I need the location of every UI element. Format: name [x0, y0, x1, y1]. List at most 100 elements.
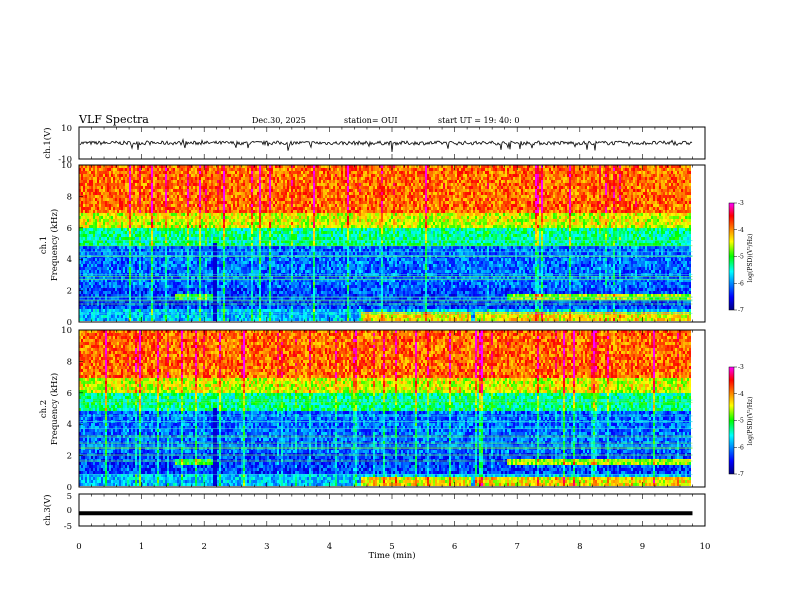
spectrogram-cell: [135, 204, 137, 207]
spectrogram-cell: [157, 276, 159, 279]
spectrogram-cell: [177, 216, 179, 219]
spectrogram-cell: [207, 210, 209, 213]
spectrogram-cell: [173, 180, 175, 183]
spectrogram-cell: [139, 258, 141, 261]
spectrogram-cell: [253, 294, 255, 297]
spectrogram-cell: [83, 318, 85, 321]
spectrogram-cell: [235, 258, 237, 261]
spectrogram-cell: [261, 222, 263, 225]
spectrogram-cell: [147, 231, 149, 234]
spectrogram-cell: [145, 192, 147, 195]
spectrogram-cell: [117, 231, 119, 234]
spectrogram-cell: [219, 279, 221, 282]
spectrogram-cell: [217, 297, 219, 300]
spectrogram-cell: [113, 225, 115, 228]
spectrogram-cell: [173, 183, 175, 186]
spectrogram-cell: [89, 303, 91, 306]
spectrogram-cell: [217, 249, 219, 252]
spectrogram-cell: [177, 192, 179, 195]
spectrogram-cell: [257, 192, 259, 195]
spectrogram-cell: [221, 186, 223, 189]
spectrogram-cell: [215, 261, 217, 264]
spectrogram-cell: [199, 192, 201, 195]
spectrogram-cell: [163, 237, 165, 240]
spectrogram-cell: [127, 276, 129, 279]
spectrogram-cell: [235, 276, 237, 279]
spectrogram-cell: [153, 219, 155, 222]
spectrogram-cell: [179, 204, 181, 207]
spectrogram-cell: [265, 192, 267, 195]
spectrogram-cell: [207, 309, 209, 312]
spectrogram-cell: [155, 216, 157, 219]
spectrogram-cell: [183, 315, 185, 318]
spectrogram-cell: [155, 267, 157, 270]
spectrogram-cell: [175, 207, 177, 210]
spectrogram-cell: [165, 243, 167, 246]
spectrogram-cell: [193, 285, 195, 288]
spectrogram-cell: [89, 222, 91, 225]
spectrogram-cell: [103, 222, 105, 225]
spectrogram-cell: [265, 264, 267, 267]
spectrogram-cell: [217, 264, 219, 267]
spectrogram-cell: [87, 267, 89, 270]
spectrogram-cell: [227, 315, 229, 318]
spectrogram-cell: [149, 297, 151, 300]
spectrogram-cell: [213, 237, 215, 240]
spectrogram-cell: [253, 279, 255, 282]
spectrogram-cell: [105, 240, 107, 243]
spectrogram-cell: [141, 234, 143, 237]
spectrogram-cell: [225, 234, 227, 237]
spectrogram-cell: [147, 282, 149, 285]
spectrogram-cell: [145, 186, 147, 189]
spectrogram-cell: [229, 180, 231, 183]
spectrogram-cell: [103, 213, 105, 216]
spectrogram-cell: [169, 207, 171, 210]
spectrogram-cell: [93, 258, 95, 261]
spectrogram-cell: [177, 267, 179, 270]
spectrogram-cell: [151, 252, 153, 255]
spectrogram-cell: [89, 270, 91, 273]
spectrogram-cell: [247, 252, 249, 255]
spectrogram-cell: [91, 279, 93, 282]
spectrogram-cell: [135, 183, 137, 186]
spectrogram-cell: [119, 249, 121, 252]
spectrogram-cell: [103, 297, 105, 300]
spectrogram-cell: [117, 267, 119, 270]
spectrogram-cell: [225, 318, 227, 321]
spectrogram-cell: [87, 183, 89, 186]
spectrogram-cell: [263, 219, 265, 222]
spectrogram-cell: [159, 237, 161, 240]
spectrogram-cell: [209, 195, 211, 198]
spectrogram-cell: [237, 243, 239, 246]
spectrogram-cell: [205, 318, 207, 321]
spectrogram-cell: [157, 279, 159, 282]
spectrogram-cell: [103, 315, 105, 318]
spectrogram-cell: [157, 168, 159, 171]
spectrogram-cell: [119, 309, 121, 312]
spectrogram-cell: [195, 201, 197, 204]
spectrogram-cell: [159, 228, 161, 231]
spectrogram-cell: [85, 306, 87, 309]
spectrogram-cell: [199, 231, 201, 234]
spectrogram-cell: [81, 249, 83, 252]
spectrogram-cell: [241, 177, 243, 180]
spectrogram-cell: [111, 174, 113, 177]
spectrogram-cell: [221, 183, 223, 186]
spectrogram-cell: [111, 207, 113, 210]
spectrogram-cell: [115, 315, 117, 318]
spectrogram-cell: [147, 252, 149, 255]
spectrogram-cell: [131, 183, 133, 186]
spectrogram-cell: [245, 270, 247, 273]
spectrogram-cell: [213, 315, 215, 318]
spectrogram-cell: [87, 306, 89, 309]
spectrogram-cell: [107, 240, 109, 243]
spectrogram-cell: [249, 234, 251, 237]
spectrogram-cell: [125, 198, 127, 201]
spectrogram-cell: [245, 216, 247, 219]
spectrogram-cell: [135, 222, 137, 225]
spectrogram-cell: [125, 267, 127, 270]
spectrogram-cell: [85, 189, 87, 192]
spectrogram-cell: [193, 234, 195, 237]
spectrogram-cell: [193, 240, 195, 243]
spectrogram-cell: [109, 180, 111, 183]
